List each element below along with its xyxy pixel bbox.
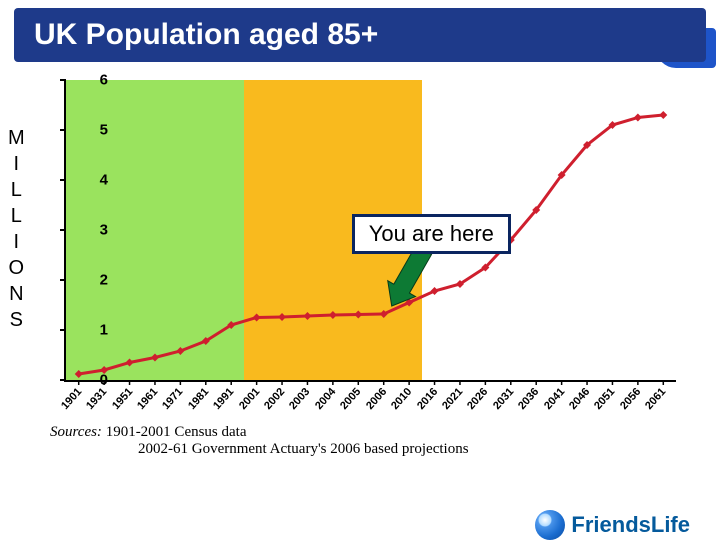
yaxis-label: MILLIONS [8, 125, 25, 333]
xtick-label: 2026 [465, 386, 490, 412]
sources-line2: 2002-61 Government Actuary's 2006 based … [138, 441, 469, 457]
sources-block: Sources: 1901-2001 Census data 2002-61 G… [50, 424, 680, 458]
logo: FriendsLife [535, 510, 690, 540]
xtick-label: 2031 [491, 386, 516, 412]
xtick-label: 1901 [59, 386, 84, 412]
page-title: UK Population aged 85+ [34, 18, 378, 51]
xtick-label: 1951 [110, 386, 135, 412]
xtick-label: 2051 [592, 386, 617, 412]
xtick-label: 2016 [415, 386, 440, 412]
xtick-label: 2001 [237, 386, 262, 412]
xtick-label: 1961 [135, 386, 160, 412]
xtick-label: 1931 [84, 386, 109, 412]
xtick-label: 1991 [211, 386, 236, 412]
data-marker [126, 359, 134, 367]
data-marker [278, 313, 286, 321]
data-marker [253, 314, 261, 322]
data-marker [176, 347, 184, 355]
title-corner-decoration [656, 28, 716, 68]
callout-text: You are here [369, 221, 494, 246]
data-marker [329, 311, 337, 319]
chart-container: MILLIONS You are here 012345619011931195… [30, 70, 690, 420]
data-marker [659, 111, 667, 119]
data-marker [151, 354, 159, 362]
logo-text: FriendsLife [571, 512, 690, 538]
xtick-label: 2061 [643, 386, 668, 412]
sources-label: Sources: [50, 424, 102, 440]
globe-icon [535, 510, 565, 540]
xtick-label: 1981 [186, 386, 211, 412]
xtick-label: 2010 [389, 386, 414, 412]
title-bar: UK Population aged 85+ [14, 8, 706, 62]
xtick-label: 2021 [440, 386, 465, 412]
callout-box: You are here [352, 214, 511, 254]
xtick-label: 2046 [567, 386, 592, 412]
xtick-label: 2004 [313, 386, 338, 412]
xtick-label: 2006 [364, 386, 389, 412]
sources-line1: 1901-2001 Census data [106, 424, 247, 440]
data-marker [634, 114, 642, 122]
xtick-label: 2003 [287, 386, 312, 412]
data-marker [75, 370, 83, 378]
xtick-label: 2002 [262, 386, 287, 412]
xtick-label: 2056 [618, 386, 643, 412]
xtick-label: 1971 [160, 386, 185, 412]
data-marker [303, 312, 311, 320]
xtick-label: 2041 [542, 386, 567, 412]
data-marker [100, 366, 108, 374]
xtick-label: 2036 [516, 386, 541, 412]
xtick-label: 2005 [338, 386, 363, 412]
data-marker [354, 311, 362, 319]
